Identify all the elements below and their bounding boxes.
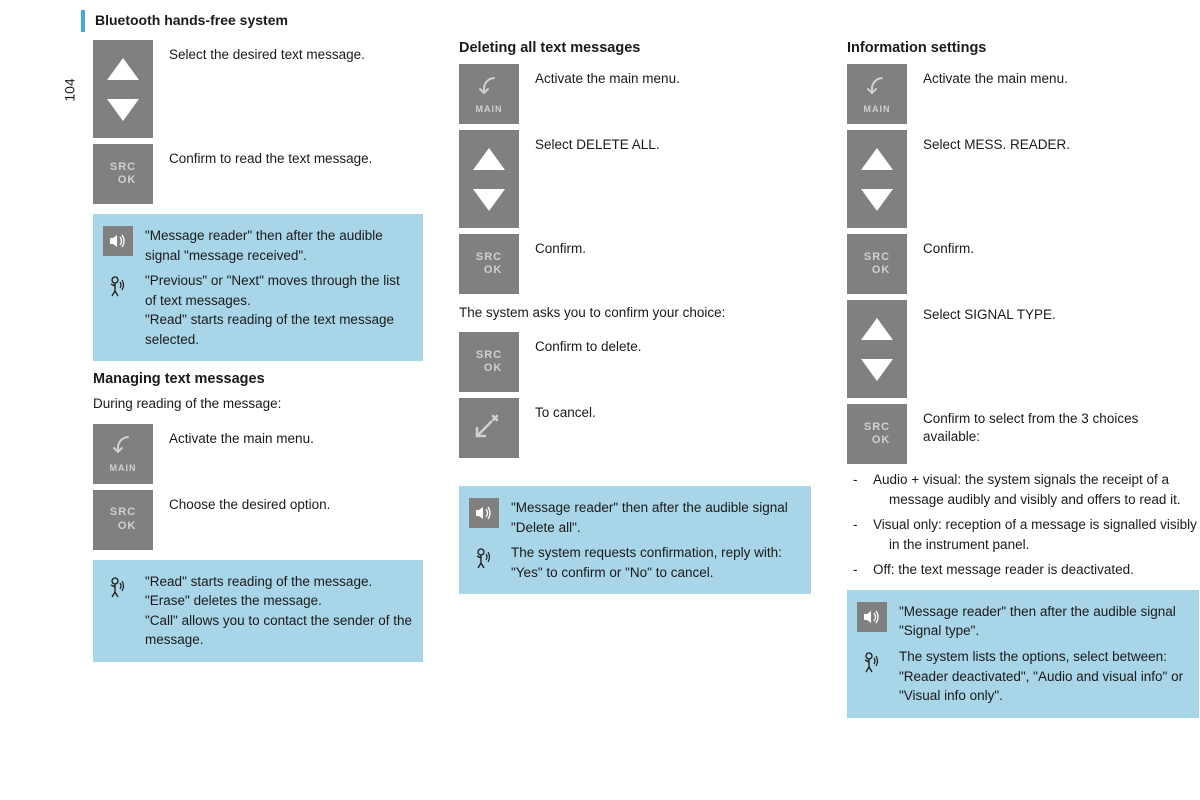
voice-info-box: "Message reader" then after the audible …	[93, 214, 423, 361]
step-text: Select MESS. READER.	[923, 130, 1070, 154]
info-text: "Previous" or "Next" moves through the l…	[145, 271, 413, 349]
step-row: MAIN Activate the main menu.	[847, 64, 1199, 124]
up-down-icon	[459, 130, 519, 228]
voice-person-icon	[103, 572, 133, 598]
step-row: Select the desired text message.	[93, 40, 423, 138]
voice-info-box: "Read" starts reading of the message. "E…	[93, 560, 423, 662]
step-row: MAIN Activate the main menu.	[93, 424, 423, 484]
section-heading: Deleting all text messages	[459, 40, 811, 56]
step-text: Activate the main menu.	[169, 424, 314, 448]
step-row: SRC OK Confirm.	[847, 234, 1199, 294]
bullet-list: Audio + visual: the system signals the r…	[847, 470, 1199, 580]
step-text: Activate the main menu.	[923, 64, 1068, 88]
content-columns: Select the desired text message. SRC OK …	[93, 40, 1199, 718]
voice-person-icon	[469, 543, 499, 569]
step-text: Choose the desired option.	[169, 490, 330, 514]
step-row: SRC OK Choose the desired option.	[93, 490, 423, 550]
page-marker	[81, 10, 85, 32]
step-text: Confirm.	[535, 234, 586, 258]
step-text: To cancel.	[535, 398, 596, 422]
step-row: SRC OK Confirm to select from the 3 choi…	[847, 404, 1199, 464]
main-icon: MAIN	[459, 64, 519, 124]
info-text: The system lists the options, select bet…	[899, 647, 1189, 706]
step-text: Confirm to read the text message.	[169, 144, 372, 168]
speaker-icon	[469, 498, 499, 528]
step-text: Activate the main menu.	[535, 64, 680, 88]
src-ok-icon: SRC OK	[93, 490, 153, 550]
list-item: Visual only: reception of a message is s…	[847, 515, 1199, 554]
step-text: Select DELETE ALL.	[535, 130, 660, 154]
step-row: SRC OK Confirm to delete.	[459, 332, 811, 392]
up-down-icon	[93, 40, 153, 138]
voice-person-icon	[857, 647, 887, 673]
step-text: Select SIGNAL TYPE.	[923, 300, 1056, 324]
step-text: Confirm.	[923, 234, 974, 258]
step-row: Select SIGNAL TYPE.	[847, 300, 1199, 398]
info-text: "Message reader" then after the audible …	[145, 226, 413, 265]
info-text: "Message reader" then after the audible …	[899, 602, 1189, 641]
step-row: Select MESS. READER.	[847, 130, 1199, 228]
column-3: Information settings MAIN Activate the m…	[847, 40, 1199, 718]
src-ok-icon: SRC OK	[93, 144, 153, 204]
src-ok-icon: SRC OK	[847, 404, 907, 464]
src-ok-icon: SRC OK	[459, 332, 519, 392]
column-2: Deleting all text messages MAIN Activate…	[459, 40, 811, 718]
section-heading: Managing text messages	[93, 371, 423, 387]
voice-info-box: "Message reader" then after the audible …	[459, 486, 811, 594]
up-down-icon	[847, 300, 907, 398]
sub-text: The system asks you to confirm your choi…	[459, 304, 811, 322]
step-text: Confirm to delete.	[535, 332, 642, 356]
page-number: 104	[62, 78, 78, 101]
cancel-icon	[459, 398, 519, 458]
list-item: Audio + visual: the system signals the r…	[847, 470, 1199, 509]
step-row: To cancel.	[459, 398, 811, 458]
up-down-icon	[847, 130, 907, 228]
main-icon: MAIN	[93, 424, 153, 484]
page-title: Bluetooth hands-free system	[95, 12, 288, 28]
step-row: Select DELETE ALL.	[459, 130, 811, 228]
voice-person-icon	[103, 271, 133, 297]
step-row: SRC OK Confirm to read the text message.	[93, 144, 423, 204]
voice-info-box: "Message reader" then after the audible …	[847, 590, 1199, 718]
main-icon: MAIN	[847, 64, 907, 124]
step-text: Select the desired text message.	[169, 40, 365, 64]
list-item: Off: the text message reader is deactiva…	[847, 560, 1199, 580]
info-text: "Message reader" then after the audible …	[511, 498, 801, 537]
speaker-icon	[103, 226, 133, 256]
src-ok-icon: SRC OK	[847, 234, 907, 294]
column-1: Select the desired text message. SRC OK …	[93, 40, 423, 718]
speaker-icon	[857, 602, 887, 632]
step-row: SRC OK Confirm.	[459, 234, 811, 294]
src-ok-icon: SRC OK	[459, 234, 519, 294]
step-row: MAIN Activate the main menu.	[459, 64, 811, 124]
section-heading: Information settings	[847, 40, 1199, 56]
sub-text: During reading of the message:	[93, 395, 423, 413]
info-text: The system requests confirmation, reply …	[511, 543, 801, 582]
info-text: "Read" starts reading of the message. "E…	[145, 572, 413, 650]
step-text: Confirm to select from the 3 choices ava…	[923, 404, 1199, 446]
